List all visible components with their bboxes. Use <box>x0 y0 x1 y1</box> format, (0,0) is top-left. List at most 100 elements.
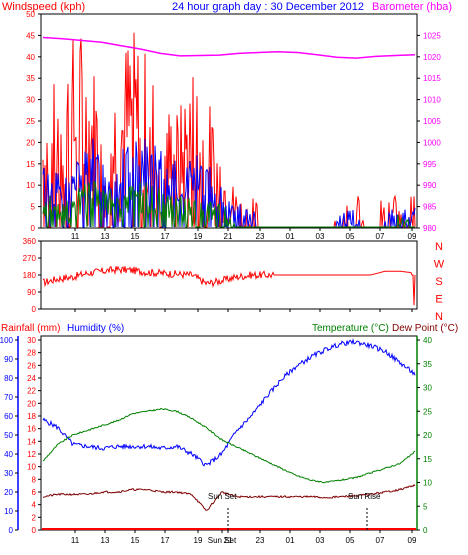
humidity-tick-label: 30 <box>4 469 13 478</box>
dir-y-tick-label: 360 <box>23 237 37 246</box>
wind-y-tick-label: 45 <box>26 31 35 40</box>
rain-tick-label: 22 <box>27 387 36 396</box>
temp-tick-label: 10 <box>423 479 432 488</box>
temp-x-tick-label: 11 <box>71 536 80 545</box>
wind-y-tick-label: 30 <box>26 96 35 105</box>
barometer-series-line <box>42 36 416 59</box>
wind-y-tick-label: 40 <box>26 53 35 62</box>
rain-tick-label: 30 <box>27 336 36 345</box>
baro-y-tick-label: 1015 <box>423 74 441 83</box>
wind-x-tick-label: 23 <box>256 232 265 241</box>
baro-y-tick-label: 990 <box>423 181 437 190</box>
windspeed-label: Windspeed (kph) <box>2 1 85 13</box>
baro-y-tick-label: 1000 <box>423 138 441 147</box>
humidity-tick-label: 60 <box>4 412 13 421</box>
dir-y-tick-label: 180 <box>23 271 37 280</box>
humidity-tick-label: 0 <box>9 526 14 535</box>
humidity-tick-label: 10 <box>4 507 13 516</box>
rain-tick-label: 8 <box>32 475 37 484</box>
baro-y-tick-label: 1010 <box>423 96 441 105</box>
temp-x-tick-label: 21 <box>224 536 233 545</box>
rain-tick-label: 26 <box>27 361 36 370</box>
temp-tick-label: 5 <box>423 502 428 511</box>
dewpoint-label: Dew Point (°C) <box>392 323 458 334</box>
wind-x-tick-label: 11 <box>71 232 80 241</box>
temp-tick-label: 30 <box>423 384 432 393</box>
temp-tick-label: 40 <box>423 336 432 345</box>
wind-x-tick-label: 15 <box>131 232 140 241</box>
compass-label: N <box>435 241 443 253</box>
temp-x-tick-label: 09 <box>408 536 417 545</box>
humidity-tick-label: 90 <box>4 355 13 364</box>
temp-tick-label: 25 <box>423 407 432 416</box>
compass-label: E <box>435 294 442 306</box>
temperature-label: Temperature (°C) <box>312 323 389 334</box>
chart-title: 24 hour graph day : 30 December 2012 <box>172 1 364 13</box>
temp-x-tick-label: 23 <box>256 536 265 545</box>
temp-tick-label: 35 <box>423 360 432 369</box>
baro-y-tick-label: 1005 <box>423 117 441 126</box>
rain-tick-label: 12 <box>27 450 36 459</box>
baro-y-tick-label: 980 <box>423 224 437 233</box>
wind-x-tick-label: 09 <box>408 232 417 241</box>
temp-x-tick-label: 15 <box>131 536 140 545</box>
dir-y-tick-label: 270 <box>23 254 37 263</box>
temp-x-tick-label: 07 <box>376 536 385 545</box>
compass-label: W <box>434 259 445 271</box>
wind-plot: 11 13 15 17 19 21 23 01 03 05 07 090510152025303540… <box>26 10 441 241</box>
temp-x-tick-label: 13 <box>101 536 110 545</box>
temp-x-tick-label: 17 <box>161 536 170 545</box>
humidity-tick-label: 100 <box>0 336 14 345</box>
compass-label: N <box>435 311 443 323</box>
rain-tick-label: 2 <box>32 513 37 522</box>
wind-y-tick-label: 20 <box>26 138 35 147</box>
temperature-plot: 0102030405060708090100024681012141618202… <box>0 336 432 545</box>
temp-x-tick-label: 19 <box>194 536 203 545</box>
rain-tick-label: 18 <box>27 412 36 421</box>
temp-tick-label: 20 <box>423 431 432 440</box>
rain-tick-label: 28 <box>27 349 36 358</box>
wind-y-tick-label: 35 <box>26 74 35 83</box>
humidity-tick-label: 50 <box>4 431 13 440</box>
wind-y-tick-label: 25 <box>26 117 35 126</box>
wind-y-tick-label: 0 <box>31 224 36 233</box>
wind-x-tick-label: 07 <box>376 232 385 241</box>
humidity-tick-label: 20 <box>4 488 13 497</box>
direction-speed-series-line <box>42 181 415 229</box>
baro-y-tick-label: 1020 <box>423 53 441 62</box>
baro-y-tick-label: 985 <box>423 203 437 212</box>
temp-x-tick-label: Sun Set <box>208 536 237 545</box>
temp-x-tick-label: 03 <box>316 536 325 545</box>
average-series-line <box>42 138 416 229</box>
rain-tick-label: 20 <box>27 399 36 408</box>
wind-y-tick-label: 10 <box>26 181 35 190</box>
dir-y-tick-label: 0 <box>32 305 37 314</box>
rain-tick-label: 10 <box>27 463 36 472</box>
humidity-tick-label: 70 <box>4 393 13 402</box>
sunset-annotation: Sun Set <box>208 492 237 501</box>
rain-tick-label: 24 <box>27 374 36 383</box>
wind-y-tick-label: 5 <box>31 203 36 212</box>
wind-direction-line <box>42 265 416 306</box>
rainfall-label: Rainfall (mm) <box>1 323 60 334</box>
wind-x-tick-label: 19 <box>194 232 203 241</box>
rain-tick-label: 4 <box>32 501 37 510</box>
humidity-label: Humidity (%) <box>67 323 124 334</box>
rain-tick-label: 14 <box>27 437 36 446</box>
baro-y-tick-label: 1025 <box>423 31 441 40</box>
wind-y-tick-label: 50 <box>26 10 35 19</box>
rain-tick-label: 6 <box>32 488 37 497</box>
temperature-series-line <box>42 407 416 484</box>
wind-x-tick-label: 01 <box>286 232 295 241</box>
temp-tick-label: 0 <box>423 526 428 535</box>
wind-x-tick-label: 13 <box>101 232 110 241</box>
compass-label: S <box>435 276 442 288</box>
wind-x-tick-label: 21 <box>224 232 233 241</box>
temp-x-tick-label: 05 <box>346 536 355 545</box>
humidity-tick-label: 80 <box>4 374 13 383</box>
wind-y-tick-label: 15 <box>26 160 35 169</box>
dir-y-tick-label: 90 <box>27 288 36 297</box>
barometer-label: Barometer (hba) <box>372 1 452 13</box>
